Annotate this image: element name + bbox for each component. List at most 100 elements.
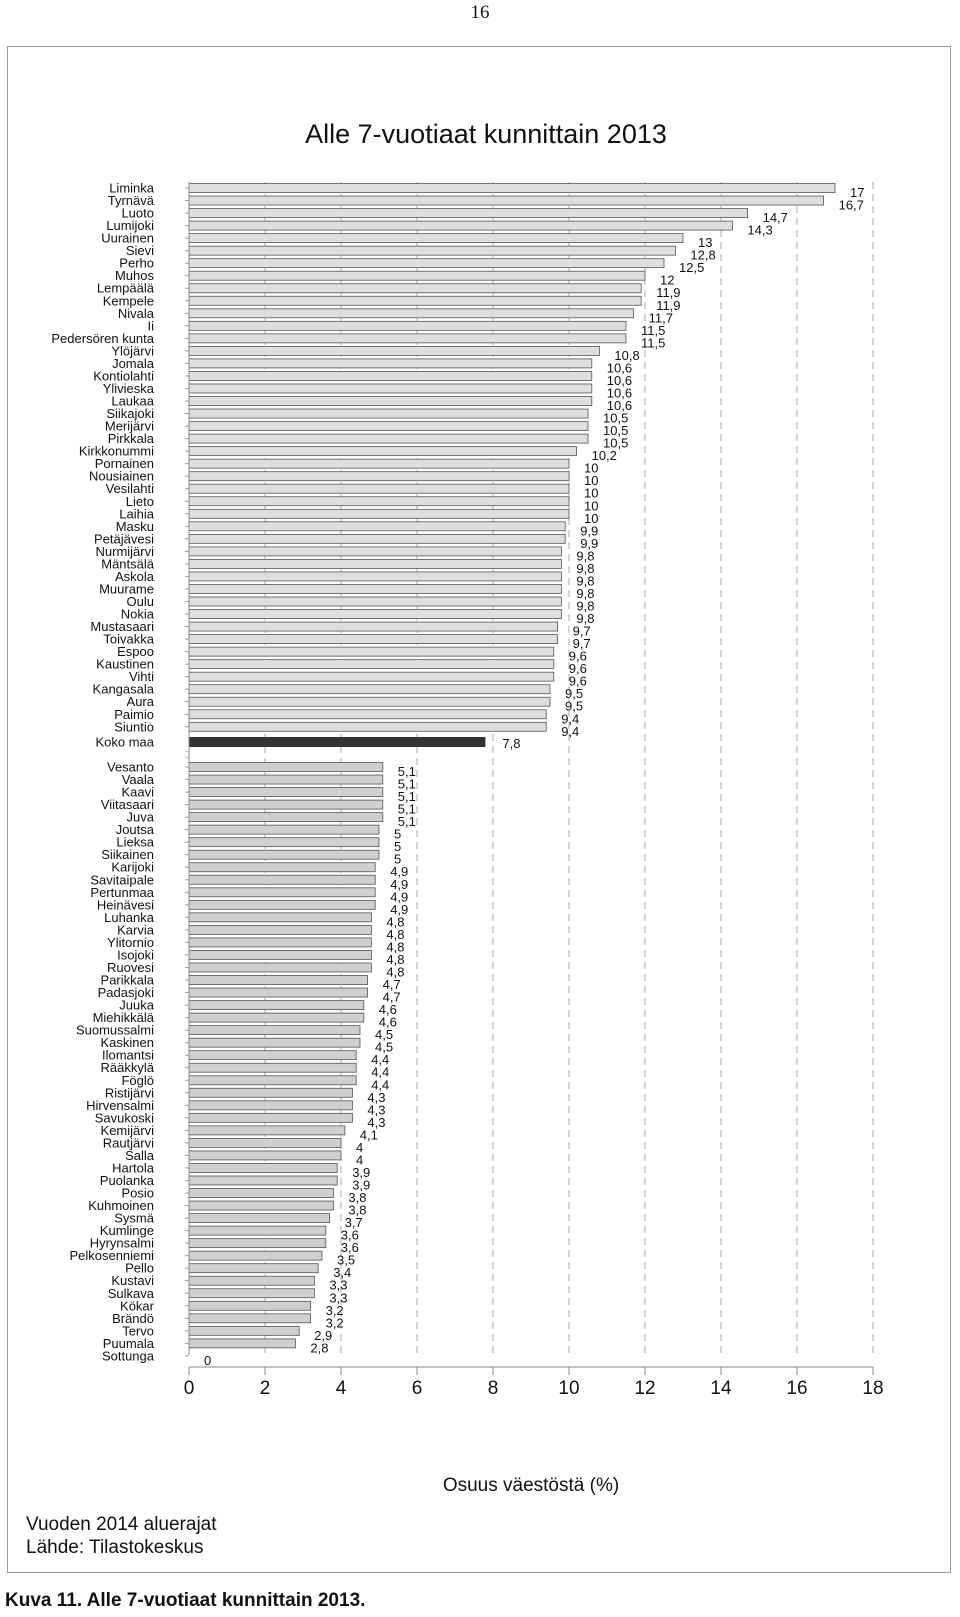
bottom-bar [188, 1000, 365, 1010]
top-category-label: Sievi [126, 243, 154, 258]
bottom-bar [188, 1288, 315, 1299]
bottom-category-label: Puumala [103, 1336, 155, 1351]
top-value-label: 9,5 [565, 699, 583, 714]
top-category-label: Siuntio [114, 719, 154, 734]
top-category-label: Uurainen [101, 231, 154, 246]
bottom-bar [188, 1225, 327, 1236]
top-bar [188, 183, 836, 193]
bottom-value-label: 4,8 [386, 939, 404, 954]
footer-note: Vuoden 2014 aluerajat Lähde: Tilastokesk… [26, 1513, 217, 1559]
bottom-category-label: Siikainen [101, 847, 154, 862]
top-value-label: 10 [584, 461, 598, 476]
bottom-bar [188, 924, 372, 935]
top-value-label: 10 [584, 486, 598, 501]
bottom-category-label: Juva [127, 810, 155, 825]
footer-regions-note: Vuoden 2014 aluerajat [26, 1514, 217, 1535]
bottom-bar [188, 1087, 353, 1098]
top-value-label: 11,9 [656, 285, 680, 300]
top-bar [188, 446, 578, 457]
bottom-category-label: Kökar [120, 1298, 155, 1313]
chart-frame [7, 46, 951, 1573]
top-value-label: 10 [584, 511, 598, 526]
top-bar [188, 333, 627, 344]
top-bar [188, 396, 593, 406]
top-value-label: 10,8 [614, 348, 639, 363]
top-bar [188, 208, 748, 218]
bottom-value-label: 4,6 [379, 1015, 397, 1030]
top-category-label: Nokia [121, 607, 155, 622]
bottom-value-label: 3,5 [337, 1253, 355, 1268]
top-value-label: 12 [660, 273, 674, 288]
top-category-label: Vesilahti [106, 481, 155, 496]
top-value-label: 9,7 [573, 624, 591, 639]
bottom-bar [188, 912, 372, 923]
bottom-bar [188, 987, 369, 998]
top-category-label: Paimio [114, 707, 154, 722]
top-category-label: Kontiolahti [93, 368, 154, 383]
top-category-label: Vihti [129, 669, 154, 684]
bottom-category-label: Pelkosenniemi [69, 1248, 154, 1263]
reference-bar [189, 737, 486, 747]
top-category-label: Espoo [117, 644, 154, 659]
bottom-bar [188, 1037, 361, 1048]
top-value-label: 9,4 [561, 724, 579, 739]
bottom-bar [188, 862, 376, 873]
bottom-bar [188, 1238, 327, 1249]
bottom-value-label: 4,9 [390, 902, 408, 917]
top-bar [188, 684, 551, 695]
top-bar [188, 458, 570, 469]
bottom-value-label: 4,6 [379, 1002, 397, 1017]
bottom-category-label: Karvia [117, 922, 155, 937]
bottom-bar [188, 887, 376, 898]
top-value-label: 9,8 [576, 573, 594, 588]
top-bar [188, 245, 676, 256]
top-bar [188, 646, 555, 657]
bars: 1716,714,714,31312,812,51211,911,911,711… [188, 183, 864, 1368]
bottom-bar [188, 1025, 361, 1036]
bottom-bar [188, 1338, 296, 1349]
bottom-value-label: 5,1 [398, 777, 416, 792]
chart-title: Alle 7-vuotiaat kunnittain 2013 [305, 119, 667, 149]
page-number: 16 [470, 2, 490, 23]
bottom-bar [188, 1075, 357, 1086]
bottom-value-label: 4,5 [375, 1027, 393, 1042]
bottom-bar [188, 1313, 311, 1324]
x-tick-label: 10 [558, 1378, 579, 1399]
top-value-label: 12,8 [690, 248, 715, 263]
top-value-label: 10,2 [592, 448, 617, 463]
bottom-bar [188, 762, 384, 772]
bottom-bar [188, 799, 384, 810]
bottom-category-label: Salla [125, 1148, 155, 1163]
top-value-label: 9,8 [576, 598, 594, 613]
bottom-value-label: 3,4 [333, 1265, 351, 1280]
bottom-category-label: Puolanka [100, 1173, 155, 1188]
bottom-bar [188, 1112, 353, 1123]
bottom-value-label: 4,9 [390, 864, 408, 879]
bottom-category-label: Tervo [122, 1323, 154, 1338]
bottom-bar [188, 812, 384, 823]
top-bar [188, 533, 566, 544]
top-bar [188, 220, 733, 231]
top-value-label: 10,5 [603, 423, 628, 438]
top-value-label: 11,9 [656, 298, 680, 313]
top-bar [188, 345, 600, 356]
bottom-bar [188, 1213, 331, 1223]
bottom-bar [188, 975, 369, 985]
top-value-label: 9,6 [569, 649, 587, 664]
bottom-value-label: 3,6 [341, 1240, 359, 1255]
top-category-label: Pornainen [95, 456, 154, 471]
bottom-category-label: Pello [125, 1261, 154, 1276]
top-value-label: 10 [584, 498, 598, 513]
top-value-label: 9,9 [580, 523, 598, 538]
bottom-value-label: 0 [204, 1353, 211, 1368]
top-bar [188, 371, 593, 381]
x-tick-label: 0 [184, 1378, 195, 1399]
top-bar [188, 358, 593, 369]
bottom-value-label: 4,5 [375, 1040, 393, 1055]
bottom-value-label: 4 [356, 1140, 363, 1155]
bottom-value-label: 4,8 [386, 964, 404, 979]
top-category-label: Luoto [121, 206, 154, 221]
bottom-value-label: 3,2 [326, 1303, 344, 1318]
bottom-value-label: 3,9 [352, 1165, 370, 1180]
bottom-value-label: 4,8 [386, 927, 404, 942]
